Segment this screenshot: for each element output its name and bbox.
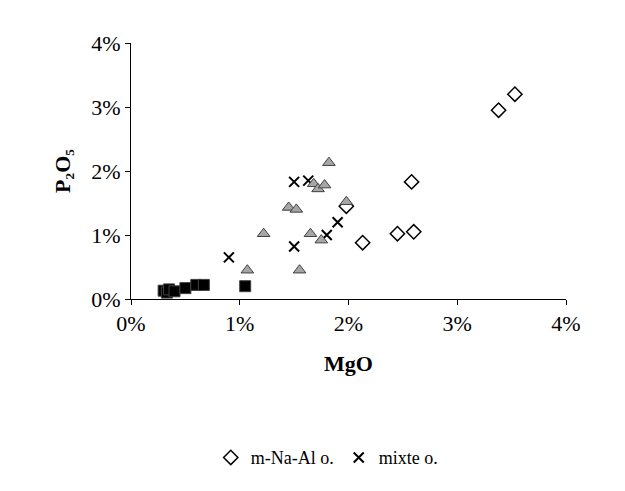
svg-text:2%: 2% xyxy=(334,311,363,336)
svg-text:4%: 4% xyxy=(91,31,120,56)
svg-text:2%: 2% xyxy=(91,159,120,184)
svg-text:3%: 3% xyxy=(443,311,472,336)
svg-text:1%: 1% xyxy=(91,223,120,248)
svg-text:mixte o.: mixte o. xyxy=(379,448,438,468)
svg-text:m-Na-Al o.: m-Na-Al o. xyxy=(251,448,334,468)
svg-text:3%: 3% xyxy=(91,95,120,120)
svg-text:P₂O₅: P₂O₅ xyxy=(50,149,75,193)
svg-text:4%: 4% xyxy=(551,311,580,336)
svg-text:0%: 0% xyxy=(91,287,120,312)
svg-text:MgO: MgO xyxy=(324,351,373,376)
svg-text:1%: 1% xyxy=(225,311,254,336)
svg-text:0%: 0% xyxy=(116,311,145,336)
